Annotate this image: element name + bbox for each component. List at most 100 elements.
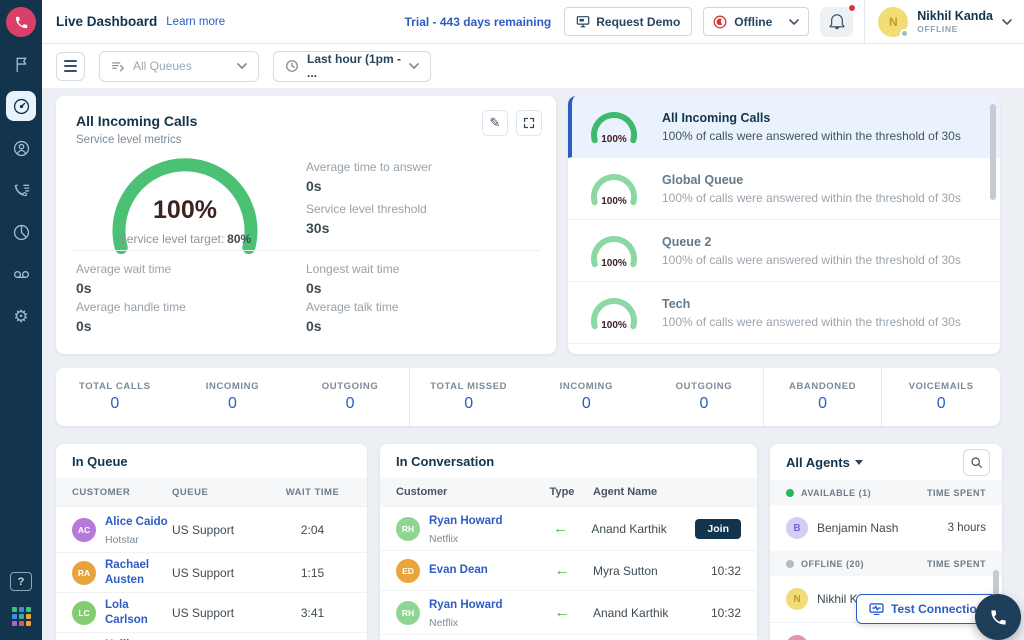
queue-gauge-item-all-incoming-calls[interactable]: 100% All Incoming Calls 100% of calls we… xyxy=(568,96,1000,158)
monitor-icon xyxy=(576,15,590,28)
presence-dropdown[interactable]: Offline xyxy=(703,7,809,36)
call-duration-cell: 10:32 xyxy=(698,564,741,578)
sidebar-item-contacts[interactable] xyxy=(6,133,36,163)
customer-link[interactable]: Lola Carlson xyxy=(105,598,172,628)
app-switcher-icon[interactable] xyxy=(12,607,31,626)
stat-total-calls: TOTAL CALLS0 xyxy=(56,368,174,426)
gear-icon: ⚙ xyxy=(13,308,28,325)
queue-cell: US Support xyxy=(172,566,274,580)
edit-widget-button[interactable]: ✎ xyxy=(482,110,508,136)
agent-name-cell: Anand Karthik xyxy=(591,522,695,536)
pie-chart-icon xyxy=(12,223,31,242)
stat-incoming: INCOMING0 xyxy=(174,368,292,426)
avatar: ED xyxy=(396,559,420,583)
queue-gauge-item-queue-2[interactable]: 100% Queue 2 100% of calls were answered… xyxy=(568,220,1000,282)
stat-total-missed: TOTAL MISSED0 xyxy=(410,368,528,426)
sidebar: ⚙ ? xyxy=(0,0,42,640)
service-level-gauge: 100% Service level target:80% xyxy=(70,140,300,258)
agents-filter-dropdown[interactable]: All Agents xyxy=(786,455,863,470)
queue-gauge-item-global-queue[interactable]: 100% Global Queue 100% of calls were ans… xyxy=(568,158,1000,220)
dashboard-list-button[interactable] xyxy=(56,52,85,81)
sidebar-item-settings[interactable]: ⚙ xyxy=(6,301,36,331)
clock-icon xyxy=(285,59,299,73)
metric-avg-handle-time: Average handle time 0s xyxy=(76,300,186,334)
mini-gauge: 100% xyxy=(586,171,642,207)
wait-time-cell: 1:15 xyxy=(274,566,351,580)
customer-link[interactable]: Ryan Howard xyxy=(429,515,503,527)
call-stats-bar: TOTAL CALLS0 INCOMING0 OUTGOING0 TOTAL M… xyxy=(56,368,1000,426)
metric-avg-talk-time: Average talk time 0s xyxy=(306,300,399,334)
metric-service-level-threshold: Service level threshold 30s xyxy=(306,202,427,236)
stat-outgoing: OUTGOING0 xyxy=(291,368,410,426)
avatar: RH xyxy=(396,601,420,625)
in-queue-panel: In Queue CUSTOMER QUEUE WAIT TIME AC Ali… xyxy=(56,444,367,640)
stat-missed-outgoing: OUTGOING0 xyxy=(645,368,764,426)
agent-time-spent: 3 hours xyxy=(948,522,986,534)
queue-filter-dropdown[interactable]: All Queues xyxy=(99,51,259,82)
incoming-call-arrow-icon: ← xyxy=(531,604,593,621)
call-duration-cell: 10:32 xyxy=(698,606,741,620)
available-status-dot xyxy=(786,489,794,497)
sidebar-item-goals[interactable] xyxy=(6,49,36,79)
sidebar-item-voicemail[interactable] xyxy=(6,259,36,289)
customer-link[interactable]: Ryan Howard xyxy=(429,599,503,611)
queue-filter-value: All Queues xyxy=(133,59,229,73)
customer-link[interactable]: Evan Dean xyxy=(429,563,488,578)
presence-label: Offline xyxy=(734,15,772,29)
user-menu[interactable]: N Nikhil Kanda OFFLINE xyxy=(876,7,1012,37)
help-label: ? xyxy=(18,576,25,588)
voicemail-icon xyxy=(12,265,31,284)
notifications-button[interactable] xyxy=(820,7,853,37)
sidebar-item-dashboard[interactable] xyxy=(6,91,36,121)
chevron-down-icon xyxy=(1002,19,1012,25)
customer-company: Hotstar xyxy=(105,534,139,546)
agent-row: B Benjamin Nash 3 hours xyxy=(770,505,1002,551)
expand-widget-button[interactable] xyxy=(516,110,542,136)
wait-time-cell: 2:04 xyxy=(274,523,351,537)
help-button[interactable]: ? xyxy=(10,572,32,591)
time-filter-dropdown[interactable]: Last hour (1pm - ... xyxy=(273,51,431,82)
metric-avg-wait-time: Average wait time 0s xyxy=(76,262,171,296)
queue-gauge-item-tech[interactable]: 100% Tech 100% of calls were answered wi… xyxy=(568,282,1000,344)
learn-more-link[interactable]: Learn more xyxy=(166,16,225,28)
agent-name-cell: Anand Karthik xyxy=(593,606,698,620)
flag-icon xyxy=(12,55,31,74)
scrollbar-thumb[interactable] xyxy=(990,104,996,200)
agent-name-cell: Myra Sutton xyxy=(593,564,698,578)
request-demo-button[interactable]: Request Demo xyxy=(564,7,692,36)
brand-logo[interactable] xyxy=(6,7,36,37)
customer-link[interactable]: Alice Caido xyxy=(105,516,168,528)
avatar: RH xyxy=(396,517,420,541)
sidebar-item-call-log[interactable] xyxy=(6,175,36,205)
bell-icon xyxy=(829,13,845,30)
search-icon xyxy=(970,456,983,469)
phone-icon xyxy=(14,15,29,30)
dialer-fab-button[interactable] xyxy=(975,594,1021,640)
app-window: ⚙ ? Live Dashboard Learn more Trial - 44… xyxy=(0,0,1024,640)
table-row: RA Rachael Austen US Support 1:15 xyxy=(56,552,367,592)
avatar: LC xyxy=(72,601,96,625)
notification-badge xyxy=(848,4,856,12)
trial-days-link[interactable]: Trial - 443 days remaining xyxy=(405,15,552,29)
page-title: Live Dashboard xyxy=(56,14,157,29)
avatar: N xyxy=(786,588,808,610)
service-level-title: All Incoming Calls xyxy=(76,113,197,129)
customer-link[interactable]: Rachael Austen xyxy=(105,558,172,588)
wait-time-cell: 3:41 xyxy=(274,606,351,620)
customer-company: Netflix xyxy=(429,533,458,545)
in-queue-table-header: CUSTOMER QUEUE WAIT TIME xyxy=(56,478,367,506)
metric-longest-wait-time: Longest wait time 0s xyxy=(306,262,399,296)
in-conversation-table-header: Customer Type Agent Name xyxy=(380,478,757,506)
user-status: OFFLINE xyxy=(917,24,993,34)
service-level-card: All Incoming Calls Service level metrics… xyxy=(56,96,556,354)
filters-toolbar: All Queues Last hour (1pm - ... xyxy=(42,44,1024,89)
table-row: LC Lola Carlson US Support 3:41 xyxy=(56,592,367,632)
search-agents-button[interactable] xyxy=(963,449,990,476)
chevron-down-icon xyxy=(409,63,419,69)
sidebar-item-reports[interactable] xyxy=(6,217,36,247)
stat-abandoned: ABANDONED0 xyxy=(764,368,883,426)
table-row: RH Ryan HowardNetflix ← Anand Karthik Jo… xyxy=(380,506,757,550)
join-call-button[interactable]: Join xyxy=(695,519,741,539)
queue-cell: US Support xyxy=(172,523,274,537)
in-conversation-panel: In Conversation Customer Type Agent Name… xyxy=(380,444,757,640)
